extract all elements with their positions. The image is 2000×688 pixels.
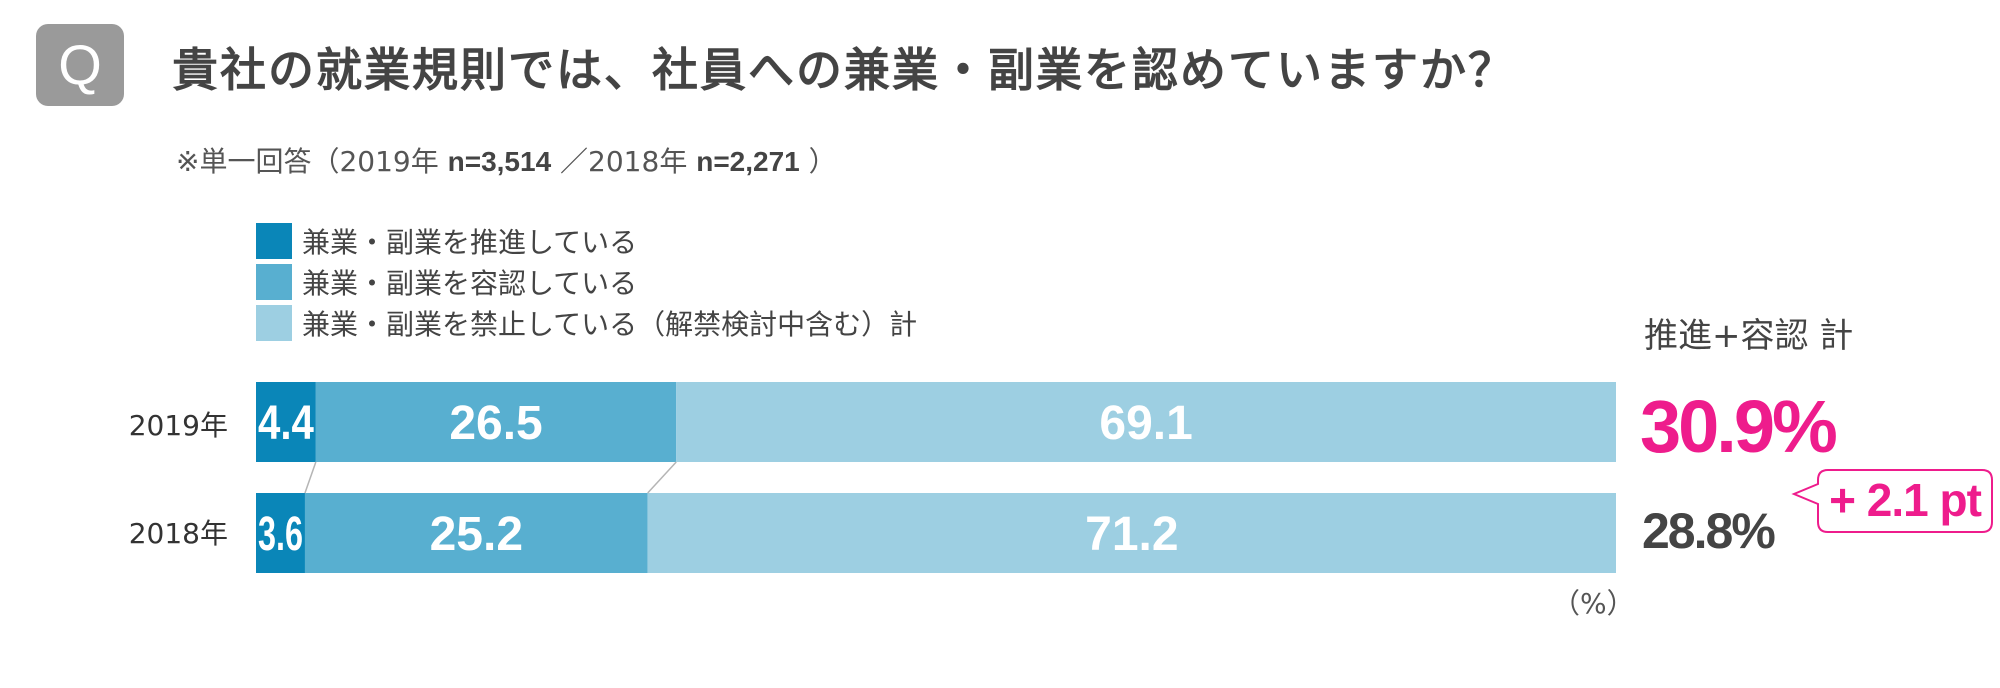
legend-label-promote: 兼業・副業を推進している bbox=[302, 225, 638, 259]
legend-label-prohibit: 兼業・副業を禁止している（解禁検討中含む）計 bbox=[302, 307, 918, 341]
data-label-2018-s0: 3.6 bbox=[258, 508, 303, 561]
sample-size-2018: n=2,271 bbox=[696, 146, 800, 177]
data-label-2018-s2: 71.2 bbox=[1085, 508, 1178, 561]
bar-segment-2018-s0 bbox=[256, 493, 305, 573]
legend-swatch-promote bbox=[256, 222, 292, 259]
year-label-2018: 2018年 bbox=[128, 517, 228, 550]
data-label-2018-s1: 25.2 bbox=[430, 508, 523, 561]
totals-header: 推進+容認 計 bbox=[1644, 316, 1854, 356]
bar-segment-2019-s0 bbox=[256, 382, 316, 462]
bar-segment-2019-s1 bbox=[315, 382, 677, 462]
year-label-2019: 2019年 bbox=[128, 409, 228, 442]
subtitle-mid: ／2018年 bbox=[551, 145, 697, 178]
connector-line bbox=[647, 461, 677, 494]
total-2018: 28.8% bbox=[1642, 503, 1776, 559]
bar-segment-2018-s2 bbox=[647, 493, 1616, 573]
unit-label: （%） bbox=[1552, 587, 1635, 620]
sample-size-2019: n=3,514 bbox=[447, 146, 552, 177]
question-badge: Q bbox=[36, 24, 124, 106]
bar-segment-2019-s2 bbox=[676, 382, 1616, 462]
page-title: 貴社の就業規則では、社員への兼業・副業を認めていますか？ bbox=[172, 43, 1516, 97]
bar-segment-2018-s1 bbox=[304, 493, 648, 573]
legend-label-permit: 兼業・副業を容認している bbox=[302, 266, 638, 300]
data-label-2019-s0: 4.4 bbox=[258, 397, 314, 450]
legend: 兼業・副業を推進している 兼業・副業を容認している 兼業・副業を禁止している（解… bbox=[256, 220, 917, 343]
legend-item-promote: 兼業・副業を推進している bbox=[256, 220, 917, 261]
data-label-2019-s2: 69.1 bbox=[1099, 397, 1192, 450]
subtitle: ※単一回答（2019年 n=3,514 ／2018年 n=2,271 ） bbox=[176, 140, 837, 180]
subtitle-suffix: ） bbox=[799, 145, 837, 178]
legend-item-permit: 兼業・副業を容認している bbox=[256, 261, 917, 302]
diff-callout-bubble bbox=[1791, 469, 1993, 533]
total-2019: 30.9% bbox=[1640, 385, 1838, 468]
connector-line bbox=[304, 461, 317, 494]
diff-callout: + 2.1 pt bbox=[1829, 474, 1982, 526]
data-label-2019-s1: 26.5 bbox=[449, 397, 542, 450]
subtitle-prefix: ※単一回答（2019年 bbox=[176, 145, 448, 178]
legend-swatch-permit bbox=[256, 263, 292, 300]
legend-swatch-prohibit bbox=[256, 304, 292, 341]
legend-item-prohibit: 兼業・副業を禁止している（解禁検討中含む）計 bbox=[256, 302, 917, 343]
